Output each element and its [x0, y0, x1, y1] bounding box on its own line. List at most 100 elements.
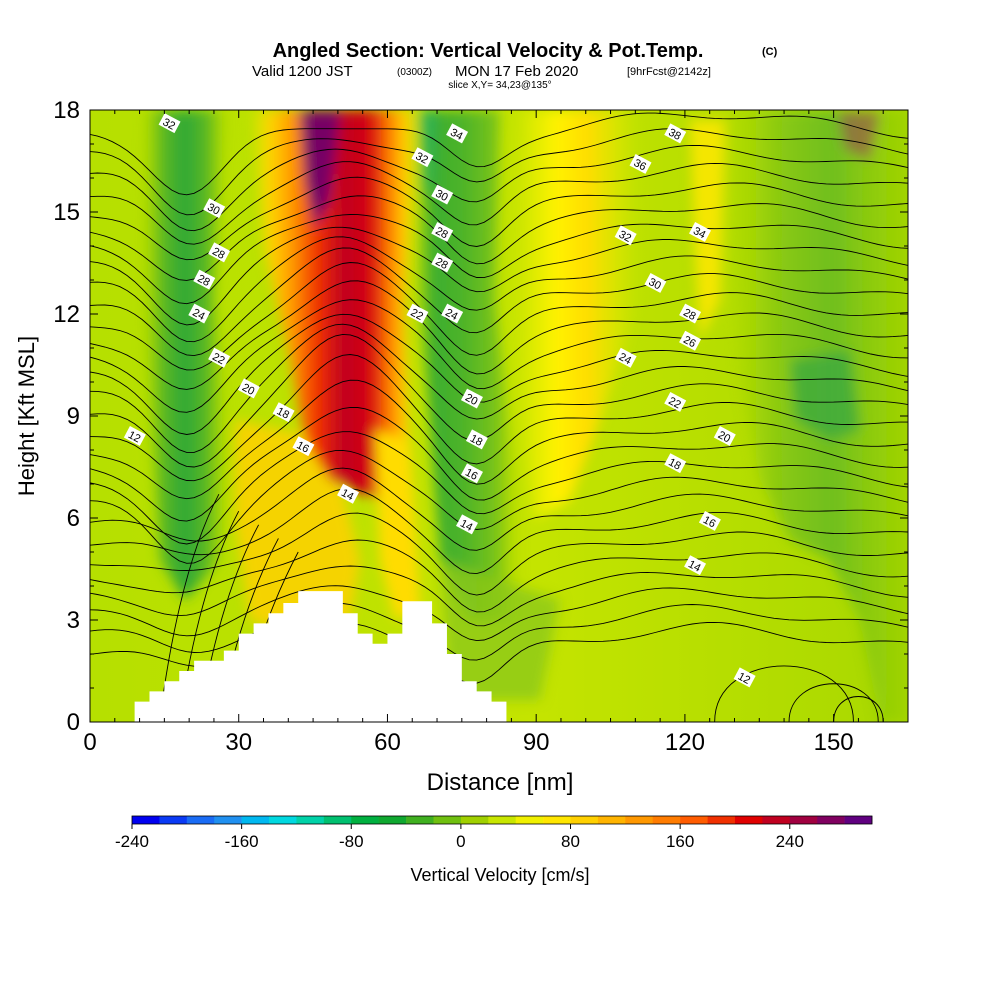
- isotherm-label-text: 22: [409, 307, 425, 323]
- isotherm-label-bg: [411, 147, 434, 168]
- isotherm-label-bg: [123, 425, 146, 446]
- isotherm-label-bg: [188, 303, 211, 324]
- isotherm-label-text: 18: [468, 433, 484, 449]
- isotherm-label-text: 38: [666, 127, 682, 143]
- isotherm-label-text: 36: [632, 157, 648, 173]
- colorbar-swatch: [296, 816, 325, 824]
- colorbar-frame: [131, 815, 873, 825]
- isotherm-label: 20: [713, 425, 736, 446]
- isotherm-label: 14: [337, 483, 360, 504]
- isotherm-label-text: 28: [433, 225, 449, 241]
- isotherm-label-bg: [208, 242, 231, 263]
- isotherm-label-bg: [431, 184, 454, 205]
- isotherm-label-bg: [664, 391, 687, 412]
- isotherm-label-text: 22: [666, 395, 682, 411]
- isotherm-line: [90, 144, 908, 232]
- isotherm-label-bg: [406, 303, 429, 324]
- isotherm-label: 28: [679, 303, 702, 324]
- colorbar-swatch: [543, 816, 571, 824]
- y-axis-label: Height [Kft MSL]: [14, 336, 39, 496]
- isotherm-label: 16: [698, 510, 721, 531]
- lowlevel-green-east: [440, 560, 560, 700]
- colorbar-swatch: [323, 816, 352, 824]
- isotherm-label-bg: [614, 225, 637, 246]
- plot-area: [90, 110, 908, 722]
- isotherm-label: 26: [679, 330, 702, 351]
- isotherm-label-text: 30: [646, 276, 662, 292]
- isotherm-label-text: 14: [339, 487, 355, 503]
- isotherm-label: 16: [292, 436, 315, 457]
- colorbar-swatch: [734, 816, 763, 824]
- isotherm-label-bg: [664, 123, 687, 144]
- y-tick-label: 0: [67, 709, 80, 736]
- isotherm-line: [90, 262, 908, 371]
- isotherm-label-bg: [679, 303, 702, 324]
- isotherm-line: [90, 161, 908, 245]
- isotherm-line: [90, 247, 908, 357]
- isotherm-label-text: 24: [617, 351, 633, 367]
- isotherm-line: [90, 512, 908, 596]
- colorbar-tick-label: -240: [115, 832, 149, 851]
- isotherm-label-bg: [456, 514, 479, 535]
- updraft-neck: [375, 430, 420, 620]
- isotherm-line: [90, 406, 908, 522]
- isotherm-label-bg: [689, 221, 712, 242]
- isotherm-label-bg: [208, 347, 231, 368]
- isotherm-label-text: 34: [448, 127, 464, 143]
- isotherm-label: 22: [664, 391, 687, 412]
- isotherm-label-bg: [431, 221, 454, 242]
- isotherm-label-text: 16: [701, 514, 717, 530]
- isotherm-label-text: 26: [681, 334, 697, 350]
- isotherm-label-bg: [193, 269, 216, 290]
- isotherm-label: 28: [208, 242, 231, 263]
- y-tick-label: 18: [53, 97, 80, 124]
- velocity-field: [140, 110, 908, 722]
- isotherm-label-text: 22: [210, 351, 226, 367]
- isotherm-label: 30: [644, 272, 667, 293]
- isotherm-labels: 32 30 28 28 24 22 20 18 16 14 12 22 34 32 30 28 28 24 20 18…: [123, 113, 756, 688]
- colorbar-tick-label: -160: [225, 832, 259, 851]
- isotherm-line: [90, 112, 908, 196]
- isotherm-label: 38: [664, 123, 687, 144]
- isotherm-label: 14: [684, 555, 707, 576]
- isotherm-label: 18: [465, 429, 488, 450]
- isotherm-label-bg: [664, 453, 687, 474]
- y-tick-label: 3: [67, 607, 80, 634]
- isotherm-label-bg: [203, 198, 226, 219]
- isotherm-line: [90, 236, 908, 343]
- isotherm-line: [833, 696, 884, 722]
- colorbar-swatch: [625, 816, 654, 824]
- isotherm-label-text: 24: [190, 307, 206, 323]
- isotherm-line: [90, 449, 908, 564]
- isotherm-label: 30: [431, 184, 454, 205]
- x-tick-label: 90: [523, 729, 550, 756]
- colorbar: -240 -160 -80 0 80 160 240: [115, 815, 873, 851]
- isotherm-line: [90, 176, 908, 261]
- isotherm-label: 14: [456, 514, 479, 535]
- colorbar-swatch: [515, 816, 544, 824]
- x-tick-label: 120: [665, 729, 705, 756]
- isotherm-label-bg: [337, 483, 360, 504]
- isotherm-label-bg: [679, 330, 702, 351]
- isotherm-label-text: 28: [681, 307, 697, 323]
- colorbar-swatch: [241, 816, 270, 824]
- y-tick-label: 12: [53, 301, 80, 328]
- isotherm-label: 16: [460, 463, 483, 484]
- isotherm-label-text: 28: [195, 273, 211, 289]
- isotherm-label-bg: [465, 429, 488, 450]
- isotherm-label-text: 20: [463, 392, 479, 408]
- downdraft-far-east-core: [790, 350, 860, 440]
- isotherm-label-text: 24: [443, 307, 459, 323]
- isotherm-label-bg: [684, 555, 707, 576]
- isotherm-label-text: 18: [275, 405, 291, 421]
- isotherm-label-text: 28: [210, 246, 226, 262]
- isotherm-label-text: 30: [205, 201, 221, 217]
- isotherm-label-bg: [441, 303, 464, 324]
- isotherm-label-bg: [698, 510, 721, 531]
- colorbar-swatch: [789, 816, 818, 824]
- isotherm-line: [90, 354, 908, 482]
- updraft-core-center: [300, 110, 340, 230]
- isotherm-label-text: 30: [433, 188, 449, 204]
- isotherm-label: 18: [272, 402, 295, 423]
